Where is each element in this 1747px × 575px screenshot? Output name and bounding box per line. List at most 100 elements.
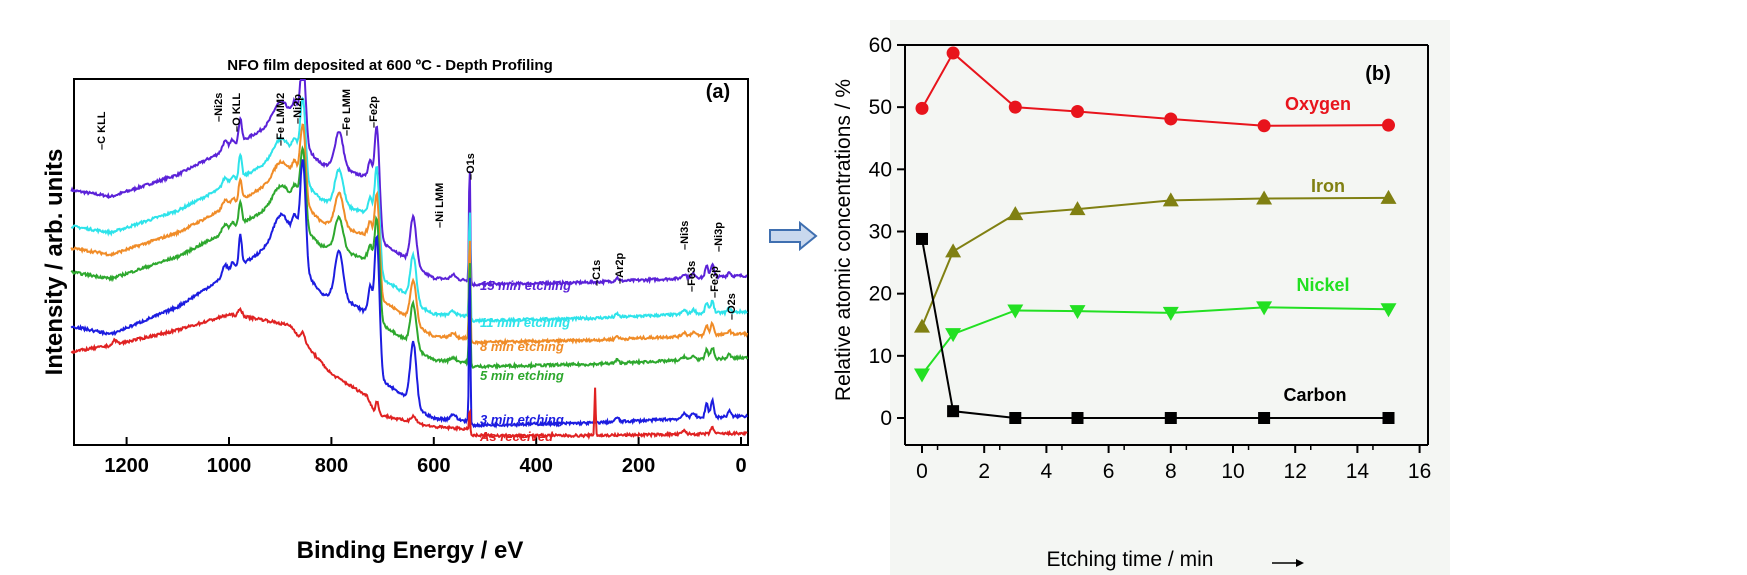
panel-a-plot-frame bbox=[73, 78, 749, 446]
peak-label: –Ni3s bbox=[679, 221, 691, 250]
x-direction-arrow-icon bbox=[1272, 559, 1304, 567]
peak-label: –Fe3s bbox=[686, 261, 698, 292]
nickel-marker bbox=[1007, 304, 1024, 319]
peak-marker-dash: – bbox=[368, 122, 380, 128]
panel-b-y-tick-label: 50 bbox=[869, 96, 892, 119]
panel-b-ylabel: Relative atomic concentrations / % bbox=[832, 79, 855, 401]
right-arrow-icon bbox=[769, 220, 818, 252]
panel-a-label: (a) bbox=[706, 81, 730, 103]
panel-a-x-tick-label: 600 bbox=[417, 455, 450, 477]
peak-label-text: O1s bbox=[465, 153, 477, 174]
peak-marker-dash: – bbox=[679, 244, 691, 250]
peak-label: –Ni2p bbox=[292, 94, 304, 124]
peak-label: –O2s bbox=[726, 293, 738, 320]
peak-label: –C KLL bbox=[96, 111, 108, 150]
peak-label-text: Ni3p bbox=[713, 222, 725, 246]
panel-b-y-tick-label: 60 bbox=[869, 34, 892, 57]
panel-b-y-tick-label: 40 bbox=[869, 158, 892, 181]
peak-label-text: Ni LMM bbox=[434, 183, 446, 222]
panel-b-x-tick-label: 14 bbox=[1346, 460, 1370, 483]
panel-a-x-tick-label: 800 bbox=[315, 455, 348, 477]
oxygen-marker bbox=[1382, 118, 1395, 132]
panel-b-x-tick-label: 12 bbox=[1284, 460, 1307, 483]
panel-a-x-tick-label: 400 bbox=[520, 455, 553, 477]
peak-marker-dash: – bbox=[96, 144, 108, 150]
peak-marker-dash: – bbox=[434, 222, 446, 228]
peak-label: –Ni LMM bbox=[434, 183, 446, 228]
peak-label: –O KLL bbox=[231, 93, 243, 132]
peak-label: –Ni3p bbox=[713, 222, 725, 252]
panel-b-x-tick-label: 6 bbox=[1103, 460, 1115, 483]
peak-marker-dash: – bbox=[713, 246, 725, 252]
panel-b-background bbox=[890, 20, 1450, 575]
peak-label-text: Fe2p bbox=[368, 96, 380, 122]
carbon-marker bbox=[1164, 412, 1177, 424]
peak-label-text: Fe LMM2 bbox=[275, 93, 287, 140]
peak-label-text: Ar2p bbox=[614, 253, 626, 278]
peak-marker-dash: – bbox=[275, 140, 287, 146]
oxygen-marker bbox=[1008, 100, 1022, 114]
panel-b-y-tick-label: 0 bbox=[880, 407, 892, 430]
iron-marker bbox=[945, 243, 962, 258]
peak-marker-dash: – bbox=[231, 126, 243, 132]
series-label: 5 min etching bbox=[480, 368, 564, 383]
nickel-marker bbox=[1380, 303, 1397, 318]
series-label: 15 min etching bbox=[480, 278, 571, 293]
panel-b-x-tick-label: 0 bbox=[916, 460, 928, 483]
carbon-marker bbox=[916, 232, 928, 245]
oxygen-series-label: Oxygen bbox=[1285, 94, 1351, 114]
iron-marker bbox=[1069, 201, 1086, 216]
oxygen-marker bbox=[1164, 112, 1178, 126]
panel-a-x-tick-label: 1000 bbox=[207, 455, 252, 477]
panel-b-x-tick-label: 4 bbox=[1041, 460, 1053, 483]
peak-label: –Fe LMM bbox=[341, 89, 353, 136]
peak-label: –Ni2s bbox=[213, 93, 225, 122]
carbon-marker bbox=[1009, 412, 1022, 424]
peak-marker-dash: – bbox=[686, 286, 698, 292]
nickel-marker bbox=[945, 328, 962, 343]
peak-label: –C1s bbox=[591, 260, 603, 286]
panel-a-xps-spectra: NFO film deposited at 600 ºC - Depth Pro… bbox=[41, 57, 749, 564]
iron-marker bbox=[1007, 206, 1024, 221]
peak-marker-dash: – bbox=[465, 174, 477, 180]
peak-label-text: Ni2s bbox=[213, 93, 225, 116]
peak-label-text: Fe3p bbox=[709, 266, 721, 292]
peak-marker-dash: – bbox=[726, 314, 738, 320]
peak-marker-dash: – bbox=[213, 116, 225, 122]
iron-marker bbox=[914, 318, 930, 333]
peak-marker-dash: – bbox=[709, 292, 721, 298]
panel-a-title: NFO film deposited at 600 ºC - Depth Pro… bbox=[227, 57, 553, 74]
peak-label: –Fe3p bbox=[709, 266, 721, 298]
panel-b-y-tick-label: 20 bbox=[869, 283, 892, 306]
nickel-series-label: Nickel bbox=[1296, 275, 1349, 295]
panel-b-x-tick-label: 2 bbox=[978, 460, 990, 483]
peak-label-text: Fe LMM bbox=[341, 89, 353, 130]
peak-marker-dash: – bbox=[591, 280, 603, 286]
series-label: 8 min etching bbox=[480, 339, 564, 354]
peak-label-text: Ni2p bbox=[292, 94, 304, 118]
panel-a-x-tick-label: 0 bbox=[735, 455, 746, 477]
oxygen-marker bbox=[915, 101, 929, 115]
series-label: 3 min etching bbox=[480, 412, 564, 427]
panel-b-y-tick-label: 10 bbox=[869, 345, 892, 368]
carbon-series-label: Carbon bbox=[1284, 385, 1347, 405]
peak-marker-dash: – bbox=[614, 278, 626, 284]
peak-label-text: Fe3s bbox=[686, 261, 698, 286]
panel-b-y-tick-label: 30 bbox=[869, 220, 892, 243]
series-label: As received bbox=[479, 429, 554, 444]
iron-marker bbox=[1380, 189, 1397, 204]
carbon-marker bbox=[1071, 412, 1084, 424]
carbon-marker bbox=[1258, 412, 1271, 424]
panel-b-x-tick-label: 16 bbox=[1408, 460, 1431, 483]
peak-label-text: C1s bbox=[591, 260, 603, 280]
peak-label-text: O2s bbox=[726, 293, 738, 314]
peak-label: –Fe LMM2 bbox=[275, 93, 287, 146]
peak-label: –O1s bbox=[465, 153, 477, 180]
peak-marker-dash: – bbox=[292, 118, 304, 124]
panel-b-x-tick-label: 8 bbox=[1165, 460, 1177, 483]
carbon-marker bbox=[947, 405, 960, 418]
peak-label-text: C KLL bbox=[96, 111, 108, 144]
nickel-marker bbox=[1256, 301, 1273, 316]
nickel-marker bbox=[914, 368, 930, 383]
